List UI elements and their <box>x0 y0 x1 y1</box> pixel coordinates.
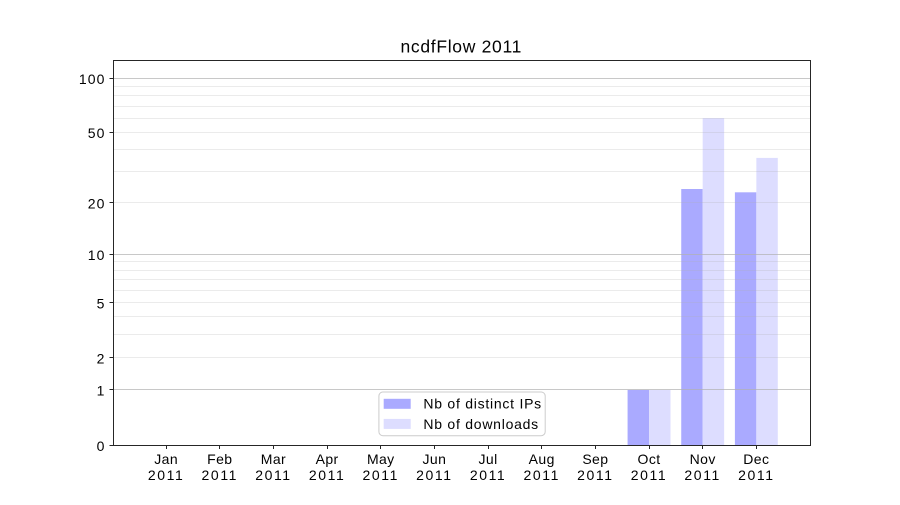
svg-text:Oct: Oct <box>638 451 661 467</box>
svg-text:2011: 2011 <box>738 467 775 483</box>
svg-text:2011: 2011 <box>577 467 614 483</box>
svg-text:2011: 2011 <box>631 467 668 483</box>
svg-text:100: 100 <box>79 71 106 87</box>
svg-text:2011: 2011 <box>363 467 400 483</box>
svg-text:Jul: Jul <box>479 451 498 467</box>
svg-text:2011: 2011 <box>202 467 239 483</box>
svg-text:50: 50 <box>88 125 106 141</box>
svg-text:2011: 2011 <box>523 467 560 483</box>
svg-text:Nov: Nov <box>690 451 716 467</box>
svg-text:2011: 2011 <box>416 467 453 483</box>
svg-text:Nb of downloads: Nb of downloads <box>423 416 539 432</box>
svg-text:2011: 2011 <box>255 467 292 483</box>
svg-text:Nb of distinct IPs: Nb of distinct IPs <box>423 396 542 412</box>
svg-text:ncdfFlow 2011: ncdfFlow 2011 <box>400 37 522 57</box>
svg-text:2011: 2011 <box>684 467 721 483</box>
svg-text:Feb: Feb <box>207 451 232 467</box>
svg-text:May: May <box>367 451 395 467</box>
svg-text:0: 0 <box>97 438 106 454</box>
svg-text:2011: 2011 <box>148 467 185 483</box>
svg-text:2: 2 <box>97 350 106 366</box>
svg-text:Mar: Mar <box>261 451 286 467</box>
svg-text:10: 10 <box>88 247 106 263</box>
svg-text:20: 20 <box>88 196 106 212</box>
svg-text:Sep: Sep <box>582 451 608 467</box>
svg-text:Dec: Dec <box>743 451 769 467</box>
svg-text:Jan: Jan <box>154 451 178 467</box>
svg-text:2011: 2011 <box>309 467 346 483</box>
svg-text:Aug: Aug <box>529 451 555 467</box>
svg-text:Apr: Apr <box>316 451 339 467</box>
svg-text:Jun: Jun <box>423 451 447 467</box>
svg-text:1: 1 <box>97 383 106 399</box>
svg-text:2011: 2011 <box>470 467 507 483</box>
svg-text:5: 5 <box>97 295 106 311</box>
